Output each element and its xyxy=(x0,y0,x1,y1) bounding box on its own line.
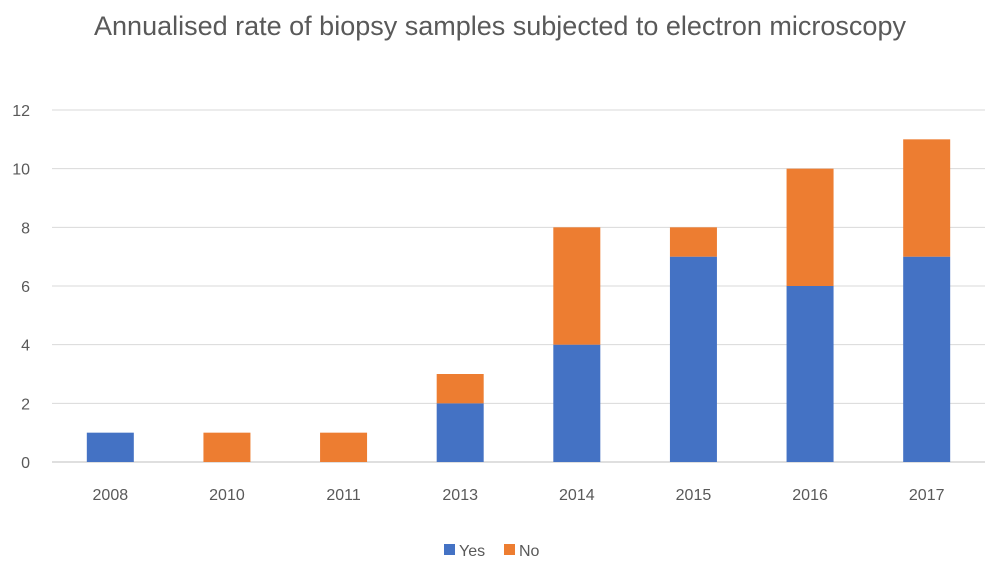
x-tick-label: 2015 xyxy=(676,487,712,504)
bar-yes-2008 xyxy=(86,432,134,462)
x-axis-tick-labels: 2008 2010 2011 2013 2014 2015 2016 2017 xyxy=(93,487,945,504)
bar-yes-2013 xyxy=(436,403,484,462)
bar-no-2015 xyxy=(669,227,717,257)
bar-no-2013 xyxy=(436,374,484,404)
y-tick-label: 2 xyxy=(21,396,30,413)
x-tick-label: 2011 xyxy=(326,487,361,504)
y-tick-label: 10 xyxy=(12,162,30,179)
x-tick-label: 2010 xyxy=(209,487,245,504)
chart-title: Annualised rate of biopsy samples subjec… xyxy=(94,11,906,41)
bar-yes-2017 xyxy=(903,256,951,462)
legend-label-no: No xyxy=(519,543,540,560)
y-tick-label: 12 xyxy=(12,103,30,120)
bar-yes-2015 xyxy=(669,256,717,462)
x-tick-label: 2008 xyxy=(93,487,129,504)
x-tick-label: 2014 xyxy=(559,487,595,504)
bar-yes-2014 xyxy=(553,344,601,462)
y-tick-label: 4 xyxy=(21,338,30,355)
bar-no-2010 xyxy=(203,432,251,462)
bar-yes-2016 xyxy=(786,286,834,462)
legend-swatch-no xyxy=(504,544,515,555)
y-axis-tick-labels: 0 2 4 6 8 10 12 xyxy=(12,103,30,472)
bar-no-2017 xyxy=(903,139,951,257)
bar-no-2011 xyxy=(320,432,368,462)
legend-swatch-yes xyxy=(444,544,455,555)
x-tick-label: 2017 xyxy=(909,487,945,504)
x-tick-label: 2013 xyxy=(442,487,478,504)
gridlines xyxy=(52,109,985,463)
y-tick-label: 6 xyxy=(21,279,30,296)
x-tick-label: 2016 xyxy=(792,487,828,504)
bar-no-2016 xyxy=(786,168,834,286)
y-tick-label: 0 xyxy=(21,455,30,472)
y-tick-label: 8 xyxy=(21,220,30,237)
legend: Yes No xyxy=(444,543,540,560)
bar-no-2014 xyxy=(553,227,601,345)
legend-label-yes: Yes xyxy=(459,543,485,560)
bars xyxy=(86,139,951,462)
